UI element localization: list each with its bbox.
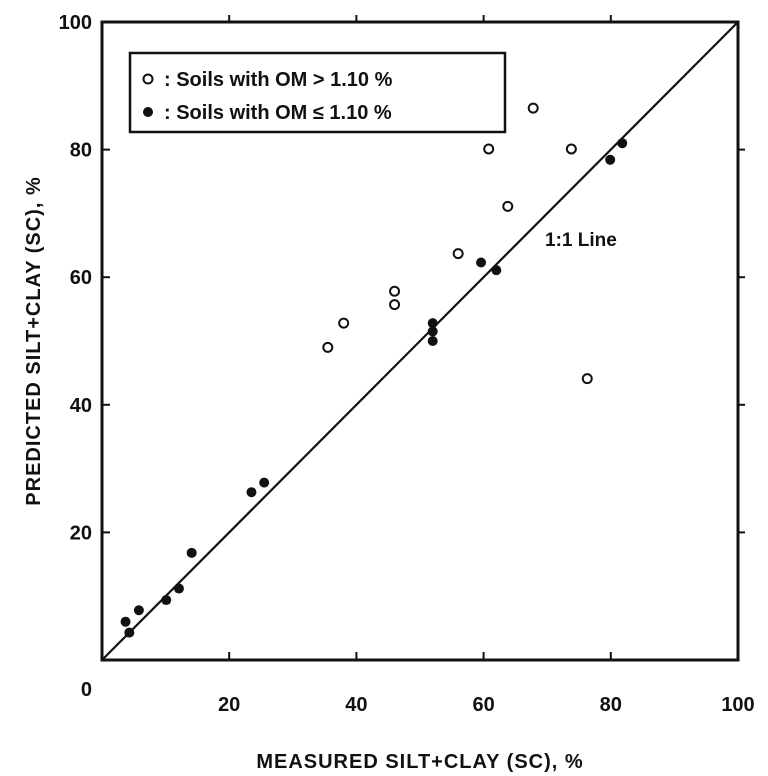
data-point-om-below — [120, 616, 131, 627]
legend-label-om-below: : Soils with OM ≤ 1.10 % — [164, 102, 392, 124]
data-point-om-below — [427, 336, 438, 346]
y-tick-labels: 0 20 40 60 80 100 — [59, 12, 92, 701]
data-point-om-below — [476, 257, 487, 268]
data-point-om-below — [259, 477, 270, 488]
y-axis-title: PREDICTED SILT+CLAY (SC), % — [23, 176, 45, 505]
data-point-om-below — [617, 138, 628, 149]
data-point-om-below — [133, 605, 144, 616]
x-tick-label: 60 — [472, 694, 494, 716]
x-tick-label: 20 — [218, 694, 240, 716]
x-tick-label: 40 — [345, 694, 367, 716]
y-tick-label: 60 — [70, 267, 92, 289]
y-tick-label: 20 — [70, 522, 92, 544]
y-tick-label: 80 — [70, 140, 92, 162]
data-point-om-below — [161, 595, 172, 606]
legend-box — [128, 51, 507, 134]
data-point-om-below — [427, 318, 438, 329]
data-point-om-above — [565, 143, 577, 155]
x-tick-labels: 20 40 60 80 100 — [218, 694, 755, 716]
plot-frame — [100, 20, 740, 662]
data-point-om-above — [581, 373, 593, 385]
y-tick-label: 100 — [59, 12, 92, 34]
legend-filled-circle-marker — [143, 107, 153, 117]
data-point-om-below — [605, 154, 616, 165]
data-point-om-above — [527, 102, 539, 114]
legend: : Soils with OM > 1.10 % : Soils with OM… — [128, 51, 507, 134]
data-point-om-below — [173, 583, 184, 594]
data-point-om-below — [491, 265, 502, 276]
legend-open-circle-marker — [142, 73, 154, 85]
data-points — [120, 102, 628, 638]
x-tick-label: 80 — [600, 694, 622, 716]
axis-ticks — [102, 15, 745, 660]
one-to-one-line — [101, 21, 739, 661]
data-point-om-above — [322, 341, 334, 353]
data-point-om-above — [338, 317, 350, 329]
reference-line-label: 1:1 Line — [545, 230, 617, 251]
data-point-om-below — [427, 326, 438, 337]
x-axis-title: MEASURED SILT+CLAY (SC), % — [256, 751, 583, 773]
data-point-om-below — [186, 547, 197, 558]
y-tick-label: 0 — [81, 679, 92, 701]
x-tick-label: 100 — [721, 694, 754, 716]
data-point-om-below — [124, 627, 135, 638]
data-point-om-above — [502, 200, 514, 212]
data-point-om-above — [452, 248, 464, 260]
y-tick-label: 40 — [70, 395, 92, 417]
data-point-om-above — [483, 143, 495, 155]
data-point-om-below — [246, 487, 257, 498]
legend-label-om-above: : Soils with OM > 1.10 % — [164, 69, 393, 91]
data-point-om-above — [389, 299, 401, 311]
data-point-om-above — [389, 285, 401, 297]
